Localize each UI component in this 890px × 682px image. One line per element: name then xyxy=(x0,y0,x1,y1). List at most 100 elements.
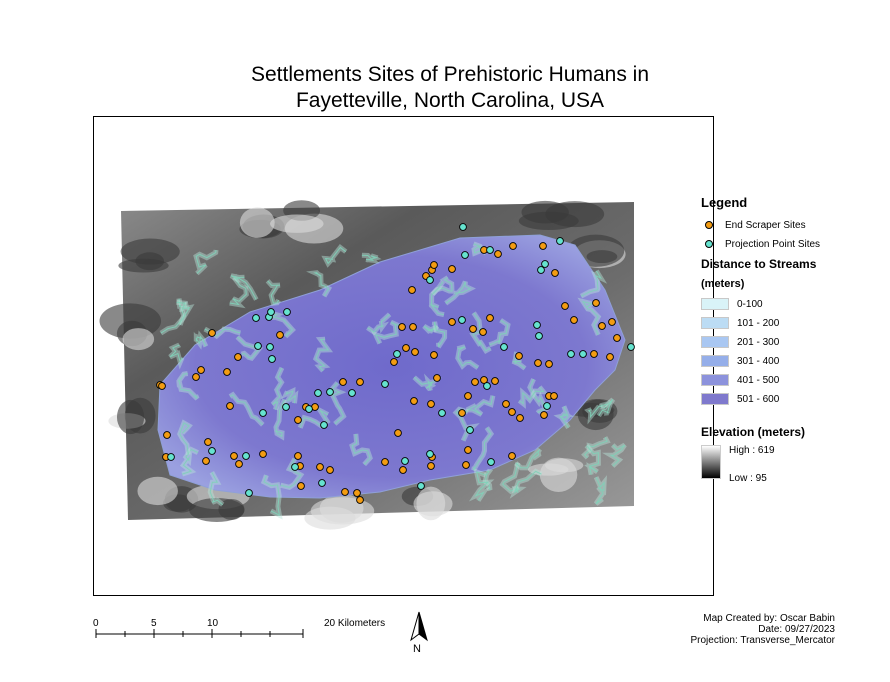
end-scraper-site xyxy=(230,452,238,460)
end-scraper-site xyxy=(158,382,166,390)
end-scraper-site xyxy=(448,318,456,326)
stream-line xyxy=(513,470,542,494)
hillshade-patch xyxy=(116,399,145,435)
end-scraper-site xyxy=(381,458,389,466)
projection-point-site xyxy=(282,403,290,411)
distance-title: Distance to Streams xyxy=(701,257,817,271)
end-scraper-site xyxy=(276,331,284,339)
stream-line xyxy=(457,346,479,369)
stream-line xyxy=(374,321,400,344)
end-scraper-site xyxy=(598,322,606,330)
end-scraper-site xyxy=(464,446,472,454)
end-scraper-site xyxy=(430,351,438,359)
scale-label-5: 5 xyxy=(151,618,157,629)
projection-point-site xyxy=(461,251,469,259)
stream-line xyxy=(489,319,509,346)
projection-point-site xyxy=(393,350,401,358)
scale-label-20: 20 Kilometers xyxy=(324,618,386,629)
projection-point-site xyxy=(458,316,466,324)
distance-class-row: 501 - 600 xyxy=(701,392,779,406)
end-scraper-site xyxy=(356,496,364,504)
distance-class-row: 201 - 300 xyxy=(701,335,779,349)
end-scraper-site xyxy=(508,452,516,460)
end-scraper-site xyxy=(469,325,477,333)
projection-point-site xyxy=(252,314,260,322)
end-scraper-site xyxy=(430,261,438,269)
end-scraper-site xyxy=(486,314,494,322)
end-scraper-site xyxy=(550,392,558,400)
end-scraper-site xyxy=(570,316,578,324)
stream-line xyxy=(361,254,378,261)
distance-class-row: 0-100 xyxy=(701,297,763,311)
hillshade-patch xyxy=(137,476,178,506)
legend-end-scraper-label: End Scraper Sites xyxy=(725,219,806,231)
stream-line xyxy=(423,325,438,332)
hillshade-patch xyxy=(310,497,375,525)
end-scraper-site xyxy=(539,242,547,250)
end-scraper-site xyxy=(502,400,510,408)
distance-class-row: 101 - 200 xyxy=(701,316,779,330)
distance-class-swatch xyxy=(701,393,729,405)
legend-end-scraper: End Scraper Sites xyxy=(701,218,806,232)
stream-line xyxy=(272,367,283,410)
projection-point-site xyxy=(537,266,545,274)
end-scraper-site xyxy=(316,463,324,471)
stream-line xyxy=(299,409,329,428)
end-scraper-site xyxy=(192,373,200,381)
distance-class-label: 301 - 400 xyxy=(737,355,780,367)
end-scraper-site xyxy=(471,378,479,386)
projection-point-site xyxy=(500,343,508,351)
projection-point-site xyxy=(627,343,635,351)
stream-line xyxy=(473,427,492,471)
end-scraper-site xyxy=(606,353,614,361)
end-scraper-site xyxy=(509,242,517,250)
stream-line xyxy=(268,312,294,337)
hillshade-patch xyxy=(270,214,324,233)
distance-class-label: 201 - 300 xyxy=(737,336,780,348)
projection-point-site xyxy=(283,308,291,316)
stream-line xyxy=(178,298,188,326)
stream-line xyxy=(587,401,612,419)
hillshade-patch xyxy=(518,211,579,231)
hillshade-patch xyxy=(122,328,155,351)
distance-class-swatch xyxy=(701,298,729,310)
stream-line xyxy=(609,444,626,467)
end-scraper-site xyxy=(408,286,416,294)
stream-line xyxy=(209,471,224,506)
projection-point-site xyxy=(259,409,267,417)
projection-point-site xyxy=(483,382,491,390)
end-scraper-site xyxy=(208,329,216,337)
projection-point-site xyxy=(556,237,564,245)
distance-class-swatch xyxy=(701,355,729,367)
distance-class-row: 401 - 500 xyxy=(701,373,779,387)
projection-point-site xyxy=(579,350,587,358)
projection-point-site xyxy=(466,426,474,434)
projection-point-site xyxy=(381,380,389,388)
projection-point-site xyxy=(487,458,495,466)
stream-line xyxy=(519,386,545,405)
map-title: Settlements Sites of Prehistoric Humans … xyxy=(150,62,750,114)
projection-point-site xyxy=(459,223,467,231)
end-scraper-site xyxy=(448,265,456,273)
end-scraper-site xyxy=(353,489,361,497)
stream-line xyxy=(445,281,472,304)
distance-class-label: 101 - 200 xyxy=(737,317,780,329)
end-scraper-site xyxy=(590,350,598,358)
projection-point-site xyxy=(486,246,494,254)
elevation-ramp: High : 619 Low : 95 xyxy=(701,445,851,485)
end-scraper-site xyxy=(613,334,621,342)
stream-line xyxy=(169,344,183,364)
stream-line xyxy=(351,433,371,465)
north-arrow-label: N xyxy=(413,643,421,655)
stream-line xyxy=(484,470,491,491)
end-scraper-site xyxy=(390,358,398,366)
projection-point-site xyxy=(426,450,434,458)
end-scraper-site xyxy=(394,429,402,437)
stream-line xyxy=(580,270,602,297)
stream-line xyxy=(178,373,198,400)
stream-line xyxy=(367,313,390,333)
projection-point-site xyxy=(533,321,541,329)
projection-point-site xyxy=(320,421,328,429)
end-scraper-site xyxy=(462,461,470,469)
projection-point-site xyxy=(245,489,253,497)
